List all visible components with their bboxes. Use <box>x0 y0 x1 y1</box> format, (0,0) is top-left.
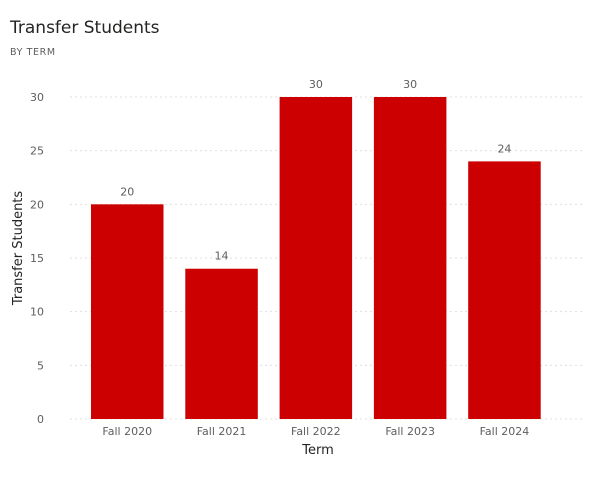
x-axis-ticks: Fall 2020 Fall 2021 Fall 2022 Fall 2023 Fall… <box>102 425 529 438</box>
y-tick-label: 15 <box>30 252 44 265</box>
bar[interactable] <box>185 268 258 419</box>
x-axis-title: Term <box>301 443 334 458</box>
bar[interactable] <box>373 97 447 419</box>
chart-title: Transfer Students <box>10 18 160 38</box>
y-axis-ticks: 0 5 10 15 20 25 30 <box>30 91 44 426</box>
data-label: 20 <box>120 185 134 198</box>
x-tick-label: Fall 2023 <box>385 425 435 438</box>
x-tick-label: Fall 2021 <box>197 425 247 438</box>
y-tick-label: 20 <box>30 198 44 211</box>
chart-subtitle: BY TERM <box>10 47 56 58</box>
x-tick-label: Fall 2024 <box>480 425 530 438</box>
y-tick-label: 5 <box>37 359 44 372</box>
y-tick-label: 10 <box>30 306 44 319</box>
y-tick-label: 30 <box>30 91 44 104</box>
data-label: 14 <box>215 250 229 263</box>
bar[interactable] <box>91 204 164 419</box>
bar[interactable] <box>279 97 353 419</box>
bars <box>91 97 541 419</box>
x-tick-label: Fall 2022 <box>291 425 341 438</box>
y-tick-label: 0 <box>37 413 44 426</box>
bar[interactable] <box>468 161 541 419</box>
data-label: 30 <box>403 78 417 91</box>
x-tick-label: Fall 2020 <box>102 425 152 438</box>
data-label: 24 <box>497 142 511 155</box>
data-label: 30 <box>309 78 323 91</box>
y-axis-title: Transfer Students <box>11 191 26 307</box>
y-tick-label: 25 <box>30 145 44 158</box>
data-labels: 20 14 30 30 24 <box>120 78 511 263</box>
